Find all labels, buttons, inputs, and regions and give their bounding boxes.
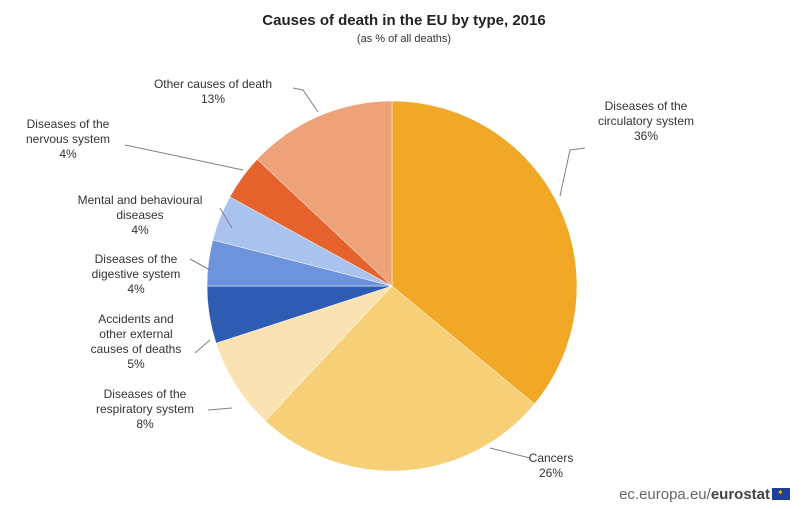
- chart-title: Causes of death in the EU by type, 2016: [262, 12, 546, 29]
- slice-category-label: Cancers: [529, 451, 574, 465]
- slice-category-label: Diseases of the: [605, 99, 688, 113]
- slice-category-label: Diseases of the: [104, 387, 187, 401]
- slice-category-label: causes of deaths: [91, 342, 182, 356]
- pie-slice-8: [256, 100, 393, 287]
- chart-subtitle: (as % of all deaths): [356, 33, 452, 45]
- slice-value-label: 36%: [634, 129, 658, 143]
- leader-line-6: [219, 207, 233, 229]
- leader-line-1: [559, 147, 586, 197]
- slice-value-label: 4%: [59, 147, 77, 161]
- slice-category-label: Diseases of the: [27, 117, 110, 131]
- slice-category-label: Mental and behavioural: [78, 193, 203, 207]
- leader-line-7: [124, 144, 244, 171]
- pie-slice-3: [215, 285, 393, 422]
- leader-line-5: [189, 258, 211, 271]
- slice-value-label: 4%: [131, 223, 149, 237]
- source-brand: eurostat: [710, 486, 770, 503]
- slice-category-label: Other causes of death: [154, 77, 272, 91]
- slice-category-label: other external: [99, 327, 172, 341]
- slice-category-label: respiratory system: [96, 402, 194, 416]
- pie-slice-1: [391, 100, 578, 405]
- slice-category-label: nervous system: [26, 132, 110, 146]
- slice-value-label: 5%: [127, 357, 145, 371]
- slice-value-label: 13%: [201, 92, 225, 106]
- source-credit: ec.europa.eu/eurostat: [619, 486, 790, 503]
- pie-slice-2: [265, 285, 535, 472]
- slice-value-label: 4%: [127, 282, 145, 296]
- leader-line-3: [207, 407, 233, 411]
- slice-category-label: Diseases of the: [95, 252, 178, 266]
- slice-category-label: Accidents and: [98, 312, 173, 326]
- slice-category-label: circulatory system: [598, 114, 694, 128]
- leader-line-4: [194, 339, 211, 354]
- slice-category-label: diseases: [116, 208, 163, 222]
- slice-value-label: 26%: [539, 466, 563, 480]
- leader-line-2: [489, 447, 531, 459]
- slice-category-label: digestive system: [92, 267, 181, 281]
- eu-flag-icon: [772, 488, 790, 500]
- slice-value-label: 8%: [136, 417, 154, 431]
- leader-line-8: [292, 87, 319, 113]
- source-url: ec.europa.eu/: [619, 486, 711, 503]
